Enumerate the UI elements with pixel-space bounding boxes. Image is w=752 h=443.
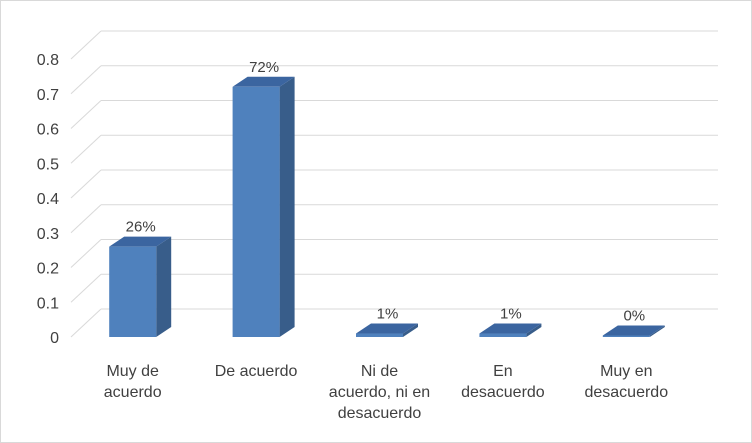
bar-front: [109, 246, 157, 337]
bar: [109, 236, 172, 337]
gridline: [70, 100, 718, 129]
y-axis-ticks: 0 0.1 0.2 0.3 0.4 0.5 0.6 0.7 0.8: [37, 52, 59, 347]
category-label: En desacuerdo: [461, 363, 545, 401]
y-tick-label: 0.4: [37, 191, 59, 208]
gridline: [70, 273, 718, 303]
bar-top: [479, 323, 542, 334]
y-tick-label: 0.8: [37, 52, 59, 69]
data-label: 1%: [500, 306, 522, 323]
bar-front: [232, 86, 280, 337]
bar-top: [109, 236, 172, 247]
gridline: [70, 204, 718, 234]
bar-side: [649, 325, 665, 337]
y-tick-label: 0: [50, 330, 59, 347]
bar: [602, 325, 665, 337]
bar-top: [602, 325, 665, 336]
category-label: De acuerdo: [215, 363, 298, 380]
y-tick-label: 0.3: [37, 226, 59, 243]
bars: [109, 76, 665, 338]
bar-top: [356, 323, 418, 334]
bar: [232, 76, 295, 338]
data-label: 0%: [623, 308, 645, 325]
category-label: Muy de acuerdo: [104, 363, 162, 401]
gridline: [70, 308, 718, 338]
gridline: [70, 30, 718, 60]
y-tick-label: 0.6: [37, 122, 59, 139]
gridline: [70, 169, 718, 199]
bar: [356, 323, 418, 337]
data-label: 72%: [249, 59, 279, 76]
y-tick-label: 0.2: [37, 261, 59, 278]
bar-front: [602, 335, 650, 337]
bar-side: [526, 323, 542, 337]
gridline: [70, 134, 718, 164]
gridline: [70, 65, 718, 95]
data-labels: 26% 72% 1% 1% 0%: [126, 59, 645, 325]
category-label: Ni de acuerdo, ni en desacuerdo: [329, 363, 430, 422]
bar-top: [232, 76, 295, 87]
y-tick-label: 0.7: [37, 87, 59, 104]
bar-side: [279, 76, 295, 338]
gridline: [70, 239, 718, 268]
gridlines: [70, 30, 718, 338]
data-label: 26%: [126, 219, 156, 236]
bar-side: [156, 236, 172, 337]
y-tick-label: 0.5: [37, 156, 59, 173]
x-axis-categories: Muy de acuerdo De acuerdo Ni de acuerdo, ni …: [104, 363, 668, 422]
bar-side: [403, 323, 418, 337]
category-label: Muy en desacuerdo: [584, 363, 668, 401]
data-label: 1%: [377, 306, 399, 323]
bar: [479, 323, 542, 337]
y-tick-label: 0.1: [37, 295, 59, 312]
bar-front: [479, 333, 527, 337]
bar-front: [356, 333, 403, 337]
